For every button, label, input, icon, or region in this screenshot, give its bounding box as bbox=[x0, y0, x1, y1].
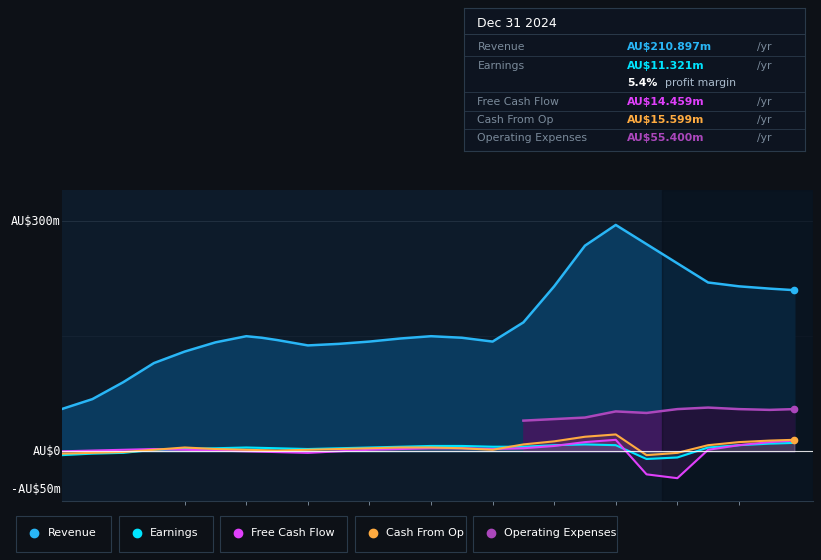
Text: AU$0: AU$0 bbox=[32, 445, 61, 458]
Text: Operating Expenses: Operating Expenses bbox=[504, 529, 617, 538]
Text: AU$14.459m: AU$14.459m bbox=[627, 97, 705, 107]
Text: -AU$50m: -AU$50m bbox=[11, 483, 61, 496]
Text: Earnings: Earnings bbox=[478, 60, 525, 71]
FancyBboxPatch shape bbox=[220, 516, 347, 552]
Text: /yr: /yr bbox=[757, 97, 772, 107]
FancyBboxPatch shape bbox=[355, 516, 466, 552]
Text: Revenue: Revenue bbox=[478, 42, 525, 52]
Text: AU$210.897m: AU$210.897m bbox=[627, 42, 713, 52]
Text: Cash From Op: Cash From Op bbox=[386, 529, 464, 538]
FancyBboxPatch shape bbox=[16, 516, 111, 552]
Text: 5.4%: 5.4% bbox=[627, 78, 658, 88]
Text: Earnings: Earnings bbox=[150, 529, 199, 538]
Text: Dec 31 2024: Dec 31 2024 bbox=[478, 17, 557, 30]
Text: profit margin: profit margin bbox=[665, 78, 736, 88]
Text: /yr: /yr bbox=[757, 60, 772, 71]
Text: Operating Expenses: Operating Expenses bbox=[478, 133, 588, 143]
Text: AU$55.400m: AU$55.400m bbox=[627, 133, 705, 143]
Text: Free Cash Flow: Free Cash Flow bbox=[251, 529, 335, 538]
Text: /yr: /yr bbox=[757, 42, 772, 52]
FancyBboxPatch shape bbox=[119, 516, 213, 552]
Text: AU$11.321m: AU$11.321m bbox=[627, 60, 705, 71]
Text: AU$15.599m: AU$15.599m bbox=[627, 115, 704, 125]
Bar bbox=[662, 190, 813, 501]
Text: /yr: /yr bbox=[757, 133, 772, 143]
Text: Free Cash Flow: Free Cash Flow bbox=[478, 97, 559, 107]
Text: Cash From Op: Cash From Op bbox=[478, 115, 554, 125]
Text: AU$300m: AU$300m bbox=[11, 214, 61, 227]
Text: Revenue: Revenue bbox=[48, 529, 96, 538]
FancyBboxPatch shape bbox=[473, 516, 617, 552]
Text: /yr: /yr bbox=[757, 115, 772, 125]
